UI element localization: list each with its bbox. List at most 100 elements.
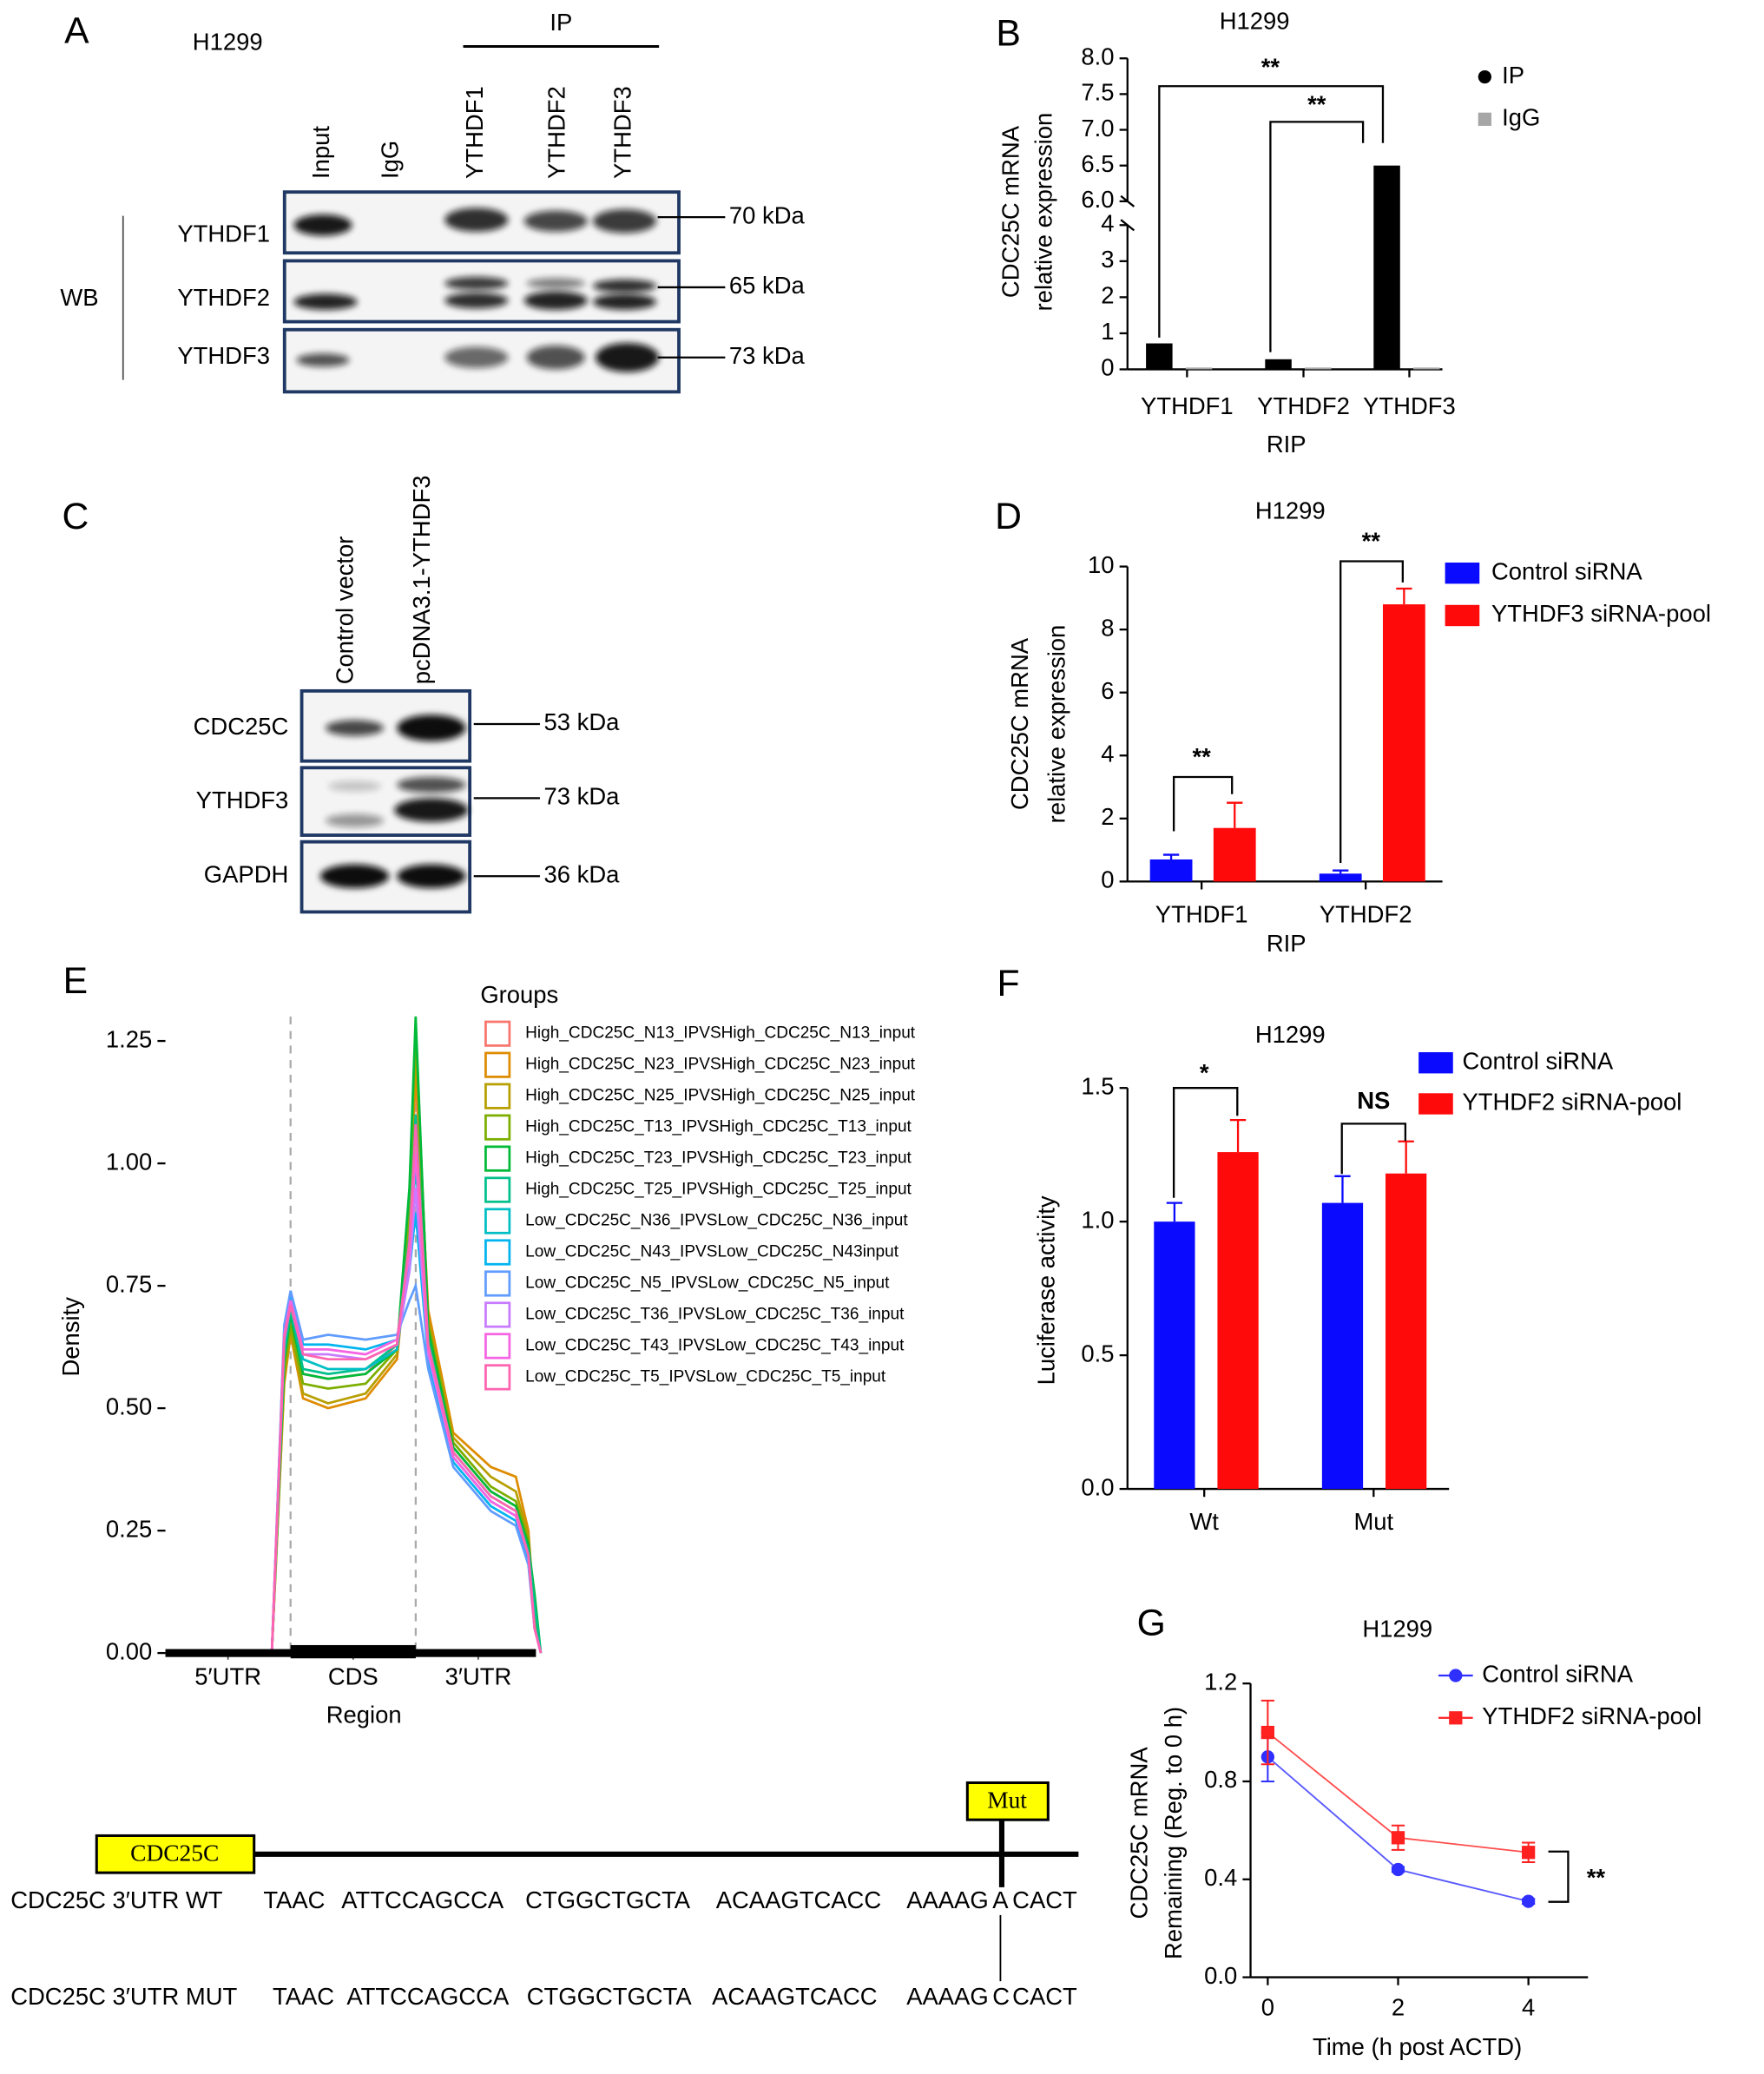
panel-label: A — [64, 10, 89, 52]
band — [444, 293, 509, 309]
band — [444, 346, 509, 368]
x-tick-label: 5′UTR — [194, 1662, 261, 1689]
band — [397, 776, 466, 793]
y-tick-label: 4 — [1101, 741, 1114, 767]
band — [592, 208, 657, 234]
x-axis-label: Time (h post ACTD) — [1313, 2033, 1522, 2060]
legend-label: Control siRNA — [1482, 1660, 1633, 1687]
band — [397, 714, 466, 741]
sequence-segment: ACAAGTCACC — [712, 1983, 877, 2010]
legend-label: High_CDC25C_N25_IPVSHigh_CDC25C_N25_inpu… — [525, 1087, 916, 1105]
legend-swatch — [484, 1083, 511, 1109]
y-tick-label: 1.00 — [106, 1148, 152, 1175]
cell-line: H1299 — [193, 29, 263, 56]
x-tick-label: 3′UTR — [445, 1662, 512, 1689]
sequence-segment: C — [992, 1983, 1010, 2010]
error-bar — [1227, 801, 1243, 828]
legend-swatch — [1418, 1093, 1453, 1115]
legend-symbol — [1478, 112, 1491, 126]
y-tick-label: 4 — [1101, 210, 1114, 237]
band — [397, 864, 466, 889]
x-tick-label: YTHDF3 — [1363, 392, 1456, 419]
band — [523, 291, 588, 310]
sequence-segment: ATTCCAGCCA — [346, 1983, 510, 2010]
legend-label: YTHDF2 siRNA-pool — [1482, 1702, 1701, 1729]
band — [444, 207, 509, 232]
band — [328, 780, 382, 792]
significance: ** — [1192, 743, 1211, 770]
y-tick-label: 0.00 — [106, 1637, 152, 1664]
y-tick-label: 7.0 — [1081, 115, 1114, 142]
y-tick-label: 0.25 — [106, 1515, 152, 1542]
sequence-segment: CTGGCTGCTA — [525, 1886, 691, 1913]
sequence-segment: A — [992, 1886, 1009, 1913]
x-tick-label: Mut — [1353, 1508, 1393, 1535]
bar — [1154, 1221, 1195, 1490]
y-axis-label: Density — [57, 1297, 84, 1377]
sequence-segment: TAAC — [263, 1886, 325, 1913]
bar — [1373, 165, 1400, 370]
sequence-segment: ACAAGTCACC — [716, 1886, 881, 1913]
legend-label: IgG — [1502, 104, 1540, 131]
x-tick-label: 0 — [1261, 1993, 1274, 2020]
axis-break — [1120, 194, 1135, 207]
error-bar — [1334, 1175, 1351, 1203]
legend-label: High_CDC25C_T13_IPVSHigh_CDC25C_T13_inpu… — [525, 1118, 912, 1136]
legend-swatch — [484, 1020, 511, 1047]
legend-swatch — [484, 1270, 511, 1297]
legend-label: Low_CDC25C_N36_IPVSLow_CDC25C_N36_input — [525, 1212, 908, 1230]
axis-break — [1120, 219, 1135, 232]
bar — [1146, 343, 1173, 370]
legend-swatch — [1445, 563, 1480, 584]
legend-label: Control siRNA — [1462, 1047, 1613, 1074]
sequence-segment: AAAAG — [906, 1886, 989, 1913]
bar — [1217, 1152, 1259, 1490]
legend-label: Low_CDC25C_N43_IPVSLow_CDC25C_N43input — [525, 1243, 899, 1261]
lane-label: Input — [307, 126, 334, 179]
error-bar — [1396, 587, 1412, 605]
data-point — [1522, 1894, 1536, 1908]
band — [526, 278, 585, 289]
band — [293, 293, 358, 310]
y-tick-label: 0.4 — [1204, 1864, 1237, 1891]
y-tick-label: 1.0 — [1081, 1206, 1114, 1233]
band — [592, 293, 657, 310]
legend-swatch — [484, 1239, 511, 1266]
band — [293, 214, 352, 236]
x-tick-label: Wt — [1189, 1508, 1219, 1535]
size-label: 53 kDa — [544, 708, 621, 735]
legend-label: Low_CDC25C_N5_IPVSLow_CDC25C_N5_input — [525, 1274, 890, 1293]
y-tick-label: 0 — [1101, 866, 1114, 893]
ip-label: IP — [550, 9, 572, 36]
y-tick-label: 6.0 — [1081, 186, 1114, 213]
legend-label: Low_CDC25C_T36_IPVSLow_CDC25C_T36_input — [525, 1305, 905, 1323]
chart-title: H1299 — [1220, 7, 1290, 34]
legend-symbol — [1449, 1669, 1463, 1682]
legend-label: YTHDF2 siRNA-pool — [1462, 1089, 1682, 1116]
bar — [1319, 873, 1362, 882]
lane-label: IgG — [376, 141, 403, 179]
band — [595, 342, 660, 372]
size-label: 36 kDa — [544, 861, 621, 888]
band — [394, 798, 469, 822]
bracket — [1548, 1850, 1570, 1903]
lane-label: YTHDF3 — [609, 86, 636, 179]
row-label: GAPDH — [204, 861, 289, 888]
error-bar — [1162, 853, 1180, 859]
x-tick-label: 4 — [1522, 1993, 1535, 2020]
sequence-row-label: CDC25C 3′UTR WT — [10, 1886, 223, 1913]
gene-label: CDC25C — [130, 1840, 219, 1867]
legend-swatch — [484, 1114, 511, 1141]
significance: ** — [1362, 527, 1381, 554]
error-bar — [1166, 1202, 1183, 1222]
legend-label: IP — [1502, 62, 1524, 89]
x-axis-label: Region — [326, 1702, 402, 1728]
legend-swatch — [484, 1364, 511, 1391]
bracket — [1340, 1123, 1407, 1175]
row-label: CDC25C — [194, 713, 289, 740]
legend-label: High_CDC25C_T25_IPVSHigh_CDC25C_T25_inpu… — [525, 1181, 912, 1199]
sequence-segment: ATTCCAGCCA — [341, 1886, 504, 1913]
y-tick-label: 1.25 — [106, 1025, 152, 1052]
bracket — [1158, 85, 1385, 338]
